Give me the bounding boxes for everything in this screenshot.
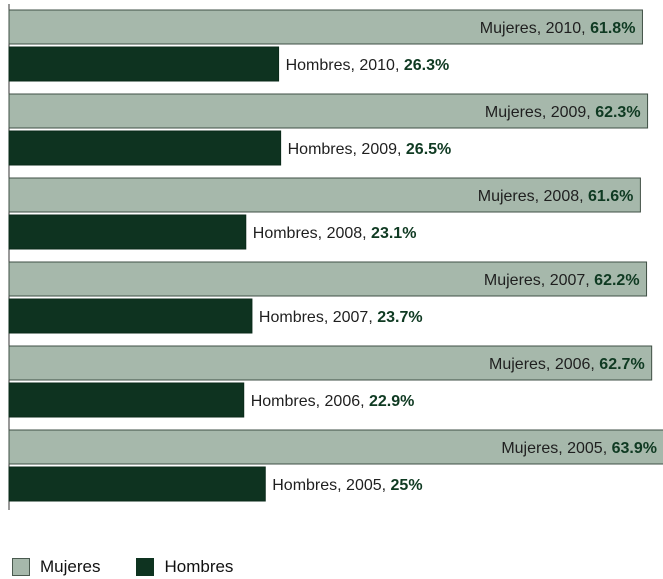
data-label-mujeres-2008: Mujeres, 2008, 61.6%	[478, 188, 634, 205]
data-label-hombres-2009: Hombres, 2009, 26.5%	[288, 141, 452, 158]
bar-hombres-2007	[8, 298, 253, 334]
data-label-mujeres-2006: Mujeres, 2006, 62.7%	[489, 356, 645, 373]
legend: Mujeres Hombres	[12, 557, 269, 577]
bar-mujeres-2006	[8, 345, 653, 381]
data-label-hombres-2006: Hombres, 2006, 22.9%	[251, 393, 415, 410]
data-label-mujeres-2005: Mujeres, 2005, 63.9%	[501, 440, 657, 457]
legend-item-hombres: Hombres	[136, 557, 233, 577]
legend-label-hombres: Hombres	[164, 557, 234, 576]
legend-item-mujeres: Mujeres	[12, 557, 100, 577]
legend-label-mujeres: Mujeres	[40, 557, 101, 576]
legend-swatch-mujeres	[12, 558, 30, 576]
data-label-mujeres-2009: Mujeres, 2009, 62.3%	[485, 104, 641, 121]
bar-hombres-2009	[8, 130, 282, 166]
data-label-mujeres-2010: Mujeres, 2010, 61.8%	[480, 20, 636, 37]
bar-mujeres-2005	[8, 429, 663, 465]
data-label-hombres-2010: Hombres, 2010, 26.3%	[286, 57, 450, 74]
bar-mujeres-2007	[8, 261, 648, 297]
bar-hombres-2006	[8, 382, 245, 418]
bar-chart: Mujeres, 2010, 61.8% Hombres, 2010, 26.3%…	[8, 4, 663, 510]
bar-hombres-2010	[8, 46, 280, 82]
data-label-hombres-2008: Hombres, 2008, 23.1%	[253, 225, 417, 242]
data-label-hombres-2007: Hombres, 2007, 23.7%	[259, 309, 423, 326]
bar-mujeres-2009	[8, 93, 649, 129]
data-label-mujeres-2007: Mujeres, 2007, 62.2%	[484, 272, 640, 289]
bar-hombres-2008	[8, 214, 247, 250]
bar-mujeres-2010	[8, 9, 643, 45]
bar-hombres-2005	[8, 466, 266, 502]
legend-swatch-hombres	[136, 558, 155, 576]
data-label-hombres-2005: Hombres, 2005, 25%	[272, 477, 422, 494]
bar-mujeres-2008	[8, 177, 641, 213]
